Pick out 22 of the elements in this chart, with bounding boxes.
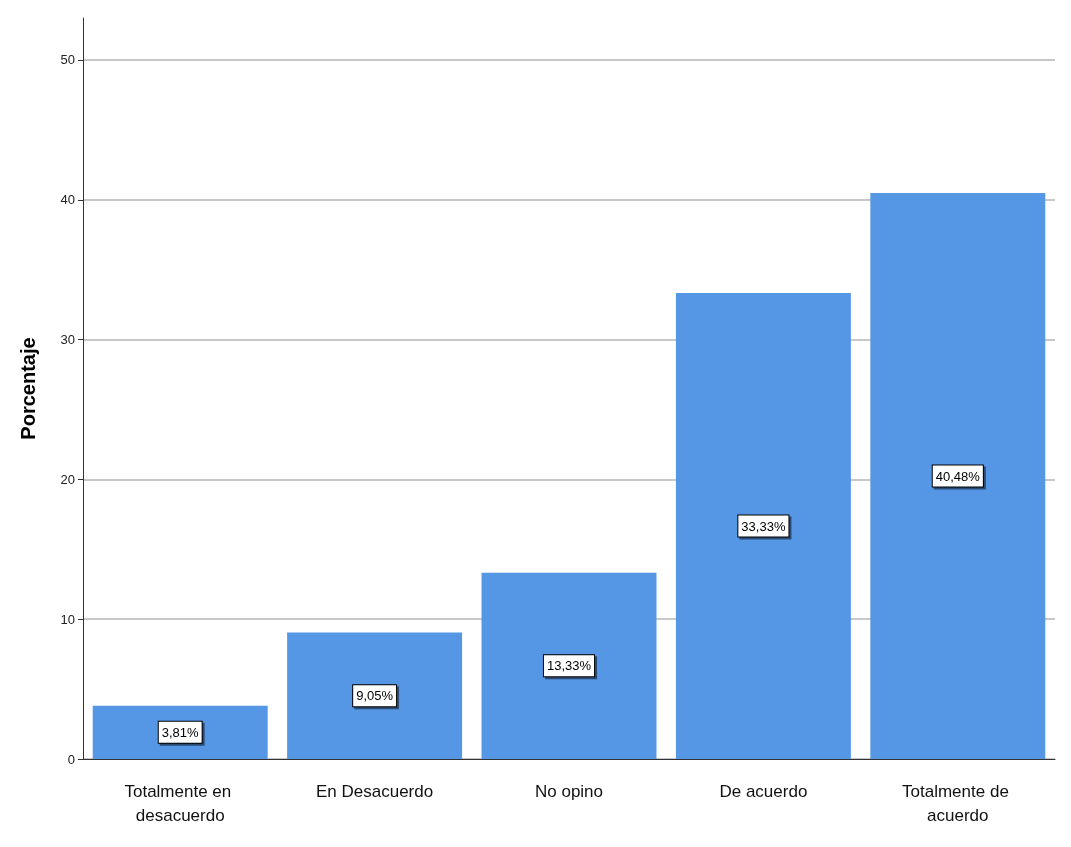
data-label: 13,33% xyxy=(546,658,592,674)
y-tick-label: 50 xyxy=(60,52,75,68)
bar xyxy=(675,293,851,759)
data-label: 9,05% xyxy=(356,688,394,704)
data-label: 33,33% xyxy=(741,518,786,534)
y-tick-label: 10 xyxy=(60,611,75,627)
y-tick-label: 30 xyxy=(60,332,75,348)
x-tick-label: Totalmente en desacuerdo xyxy=(124,781,236,825)
x-tick-label: Totalmente de acuerdo xyxy=(902,781,1014,825)
y-axis-title: Porcentaje xyxy=(17,337,39,440)
y-tick-label: 20 xyxy=(60,471,75,487)
data-label: 3,81% xyxy=(161,724,200,740)
bar xyxy=(870,193,1046,759)
y-tick-label: 40 xyxy=(60,192,75,208)
bar xyxy=(287,632,463,759)
y-tick-label: 0 xyxy=(67,751,75,767)
bar xyxy=(481,572,657,759)
data-label: 40,48% xyxy=(935,468,981,484)
bar xyxy=(92,705,268,759)
x-tick-label: No opino xyxy=(534,781,604,801)
x-tick-label: De acuerdo xyxy=(719,781,808,801)
x-tick-label: En Desacuerdo xyxy=(316,781,434,801)
